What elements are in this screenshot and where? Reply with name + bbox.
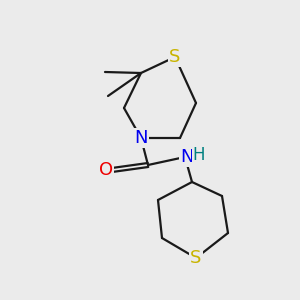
- Text: S: S: [169, 48, 181, 66]
- Text: N: N: [180, 148, 194, 166]
- Text: H: H: [193, 146, 205, 164]
- Text: N: N: [134, 129, 148, 147]
- Text: O: O: [99, 161, 113, 179]
- Text: S: S: [190, 249, 202, 267]
